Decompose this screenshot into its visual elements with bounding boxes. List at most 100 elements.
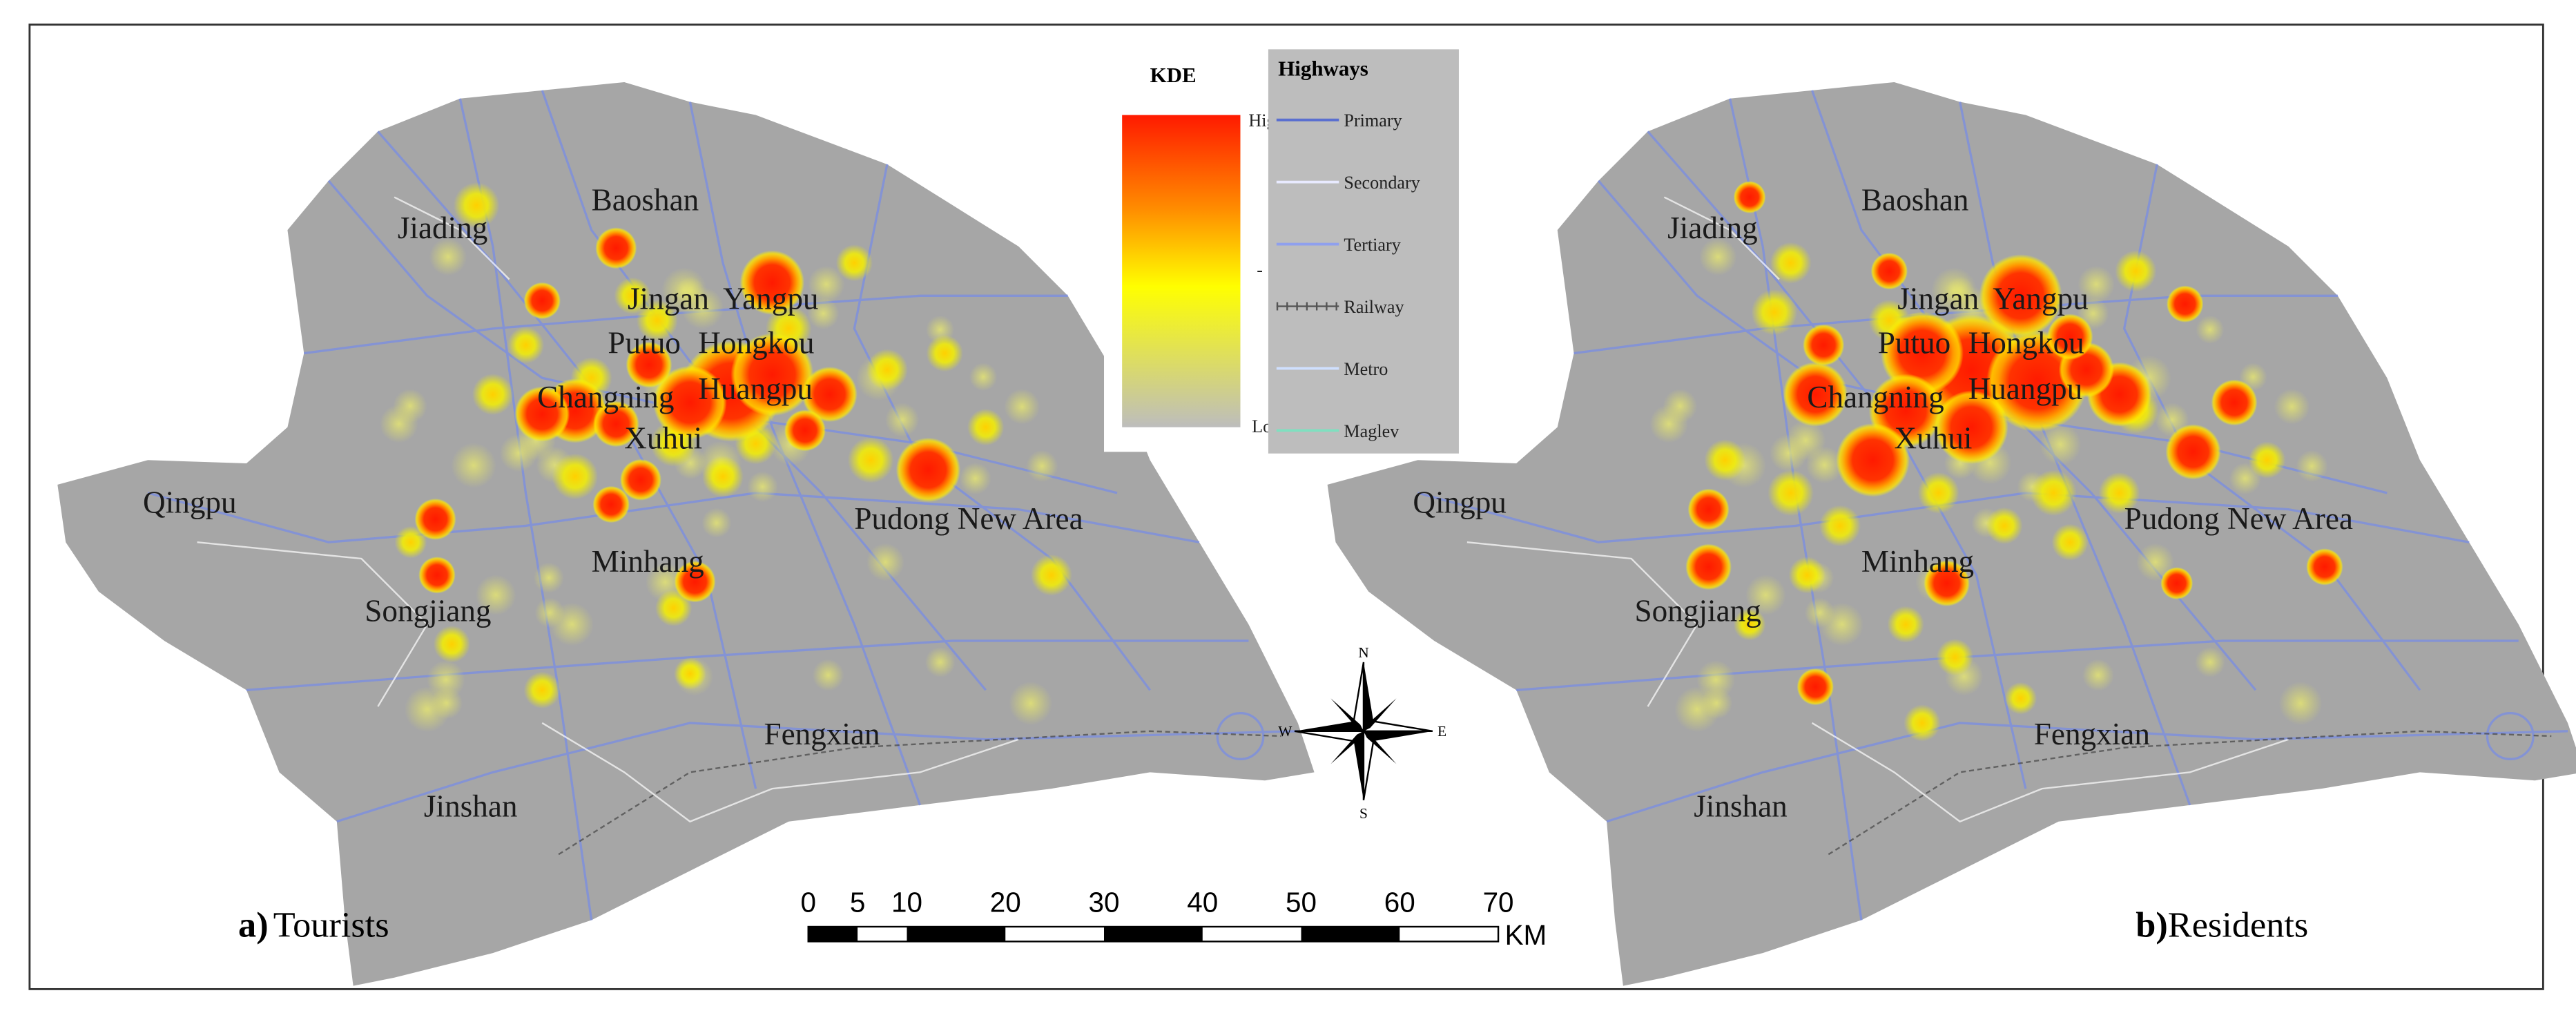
hotspot — [808, 265, 845, 303]
hotspot — [429, 238, 467, 276]
hotspot — [533, 562, 564, 593]
district-label: Huangpu — [1968, 372, 2083, 406]
scale-tick-label: 70 — [1483, 887, 1514, 918]
hotspot — [2046, 314, 2093, 360]
hotspot — [593, 401, 639, 447]
highway-title: Highways — [1278, 56, 1368, 80]
kde-title: KDE — [1150, 63, 1197, 87]
district-label: Huangpu — [698, 372, 813, 406]
hotspot — [1924, 560, 1970, 607]
hotspot — [2030, 470, 2077, 517]
hotspot — [2195, 646, 2225, 677]
hotspot — [475, 575, 516, 615]
district-labels: Jiading Baoshan Jingan Yangpu Putuo Hongkou Ch… — [143, 183, 1083, 824]
hotspot — [595, 227, 637, 269]
legend-label: Maglev — [1344, 421, 1400, 441]
hotspot — [394, 526, 427, 559]
hotspot — [1649, 404, 1688, 443]
district-label: Baoshan — [1861, 183, 1969, 218]
district-label: Hongkou — [1968, 326, 2084, 360]
hotspot — [2274, 389, 2310, 425]
hotspot — [681, 287, 724, 329]
hotspot — [926, 334, 963, 372]
hotspot — [847, 436, 894, 483]
legend-label: Tertiary — [1344, 235, 1400, 255]
district-label: Yangpu — [1993, 281, 2089, 316]
hotspot — [636, 300, 678, 341]
hotspots-residents — [1649, 181, 2343, 742]
hotspot — [1026, 450, 1058, 483]
district-label: Songjiang — [365, 593, 491, 628]
hotspot — [674, 561, 716, 603]
district-label: Fengxian — [2034, 717, 2150, 751]
hotspot — [2296, 450, 2328, 483]
hotspot — [620, 459, 661, 501]
hotspot — [472, 374, 514, 416]
district-label: Minhang — [592, 544, 704, 579]
hotspot — [1751, 289, 1798, 336]
compass-n: N — [1358, 644, 1368, 661]
hotspot — [2078, 265, 2115, 303]
district-label: Putuo — [608, 326, 680, 360]
scale-segment — [1301, 926, 1400, 942]
caption-label: Tourists — [273, 905, 389, 945]
district-label: Jinshan — [424, 789, 518, 824]
hotspot — [1797, 668, 1834, 706]
hotspot — [739, 250, 804, 315]
hotspot — [885, 403, 920, 437]
hotspot — [1785, 420, 1826, 461]
hotspot — [453, 182, 500, 229]
legend-label: Secondary — [1344, 173, 1420, 193]
hotspot — [1745, 575, 1786, 615]
hotspot — [2211, 379, 2258, 426]
hotspot — [2248, 441, 2286, 479]
district-label: Minhang — [1861, 544, 1974, 579]
scale-tick-label: 20 — [990, 887, 1021, 918]
compass: N S E W — [1278, 644, 1446, 822]
hotspot — [1917, 472, 1959, 514]
hotspot — [1904, 704, 1941, 742]
scale-tick-label: 50 — [1286, 887, 1317, 918]
hotspot — [2082, 659, 2114, 691]
hotspot — [614, 277, 651, 314]
caption-letter: b) — [2136, 905, 2168, 945]
district-label: Qingpu — [1413, 485, 1507, 519]
hotspot — [2278, 682, 2323, 725]
district-label: Baoshan — [592, 183, 699, 218]
scale-tick-label: 40 — [1187, 887, 1218, 918]
scale-tick-label: 30 — [1089, 887, 1120, 918]
district-label: Hongkou — [698, 326, 814, 360]
district-labels: Jiading Baoshan Jingan Yangpu Putuo Hongkou Ch… — [1413, 183, 2353, 824]
hotspot — [866, 543, 904, 581]
hotspot — [523, 282, 561, 320]
hotspot — [626, 341, 672, 388]
hotspot — [418, 557, 456, 594]
hotspot — [866, 349, 908, 391]
kde-ramp — [1122, 115, 1241, 427]
hotspot — [2160, 567, 2194, 600]
kde-mid: - — [1257, 260, 1263, 280]
hotspot — [433, 626, 471, 663]
hotspot — [2165, 424, 2221, 480]
hotspot — [1870, 252, 1908, 290]
hotspot — [523, 671, 561, 709]
hotspot — [730, 333, 814, 416]
hotspot — [807, 298, 840, 329]
hotspot — [1704, 439, 1746, 481]
district-label: Changning — [1807, 380, 1944, 414]
hotspot — [592, 485, 630, 523]
district-label: Jingan — [628, 281, 709, 316]
hotspot — [967, 409, 1005, 446]
hotspot — [1009, 682, 1053, 725]
district-label: Putuo — [1878, 326, 1950, 360]
district-label: Changning — [537, 380, 674, 414]
hotspot — [414, 498, 456, 540]
scale-segment — [907, 926, 1006, 942]
legend-label: Railway — [1344, 297, 1404, 317]
district-label: Fengxian — [764, 717, 880, 751]
district-label: Xuhui — [624, 421, 702, 456]
hotspot — [2040, 423, 2082, 465]
hotspot — [1783, 362, 1848, 427]
scale-segment — [1104, 926, 1203, 942]
